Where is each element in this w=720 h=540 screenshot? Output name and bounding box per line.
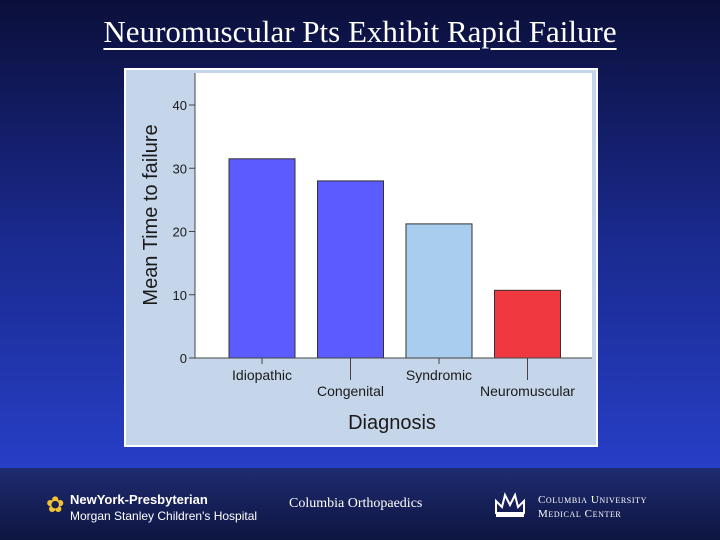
cumc-logo: Columbia University Medical Center	[538, 493, 647, 521]
y-tick-label: 10	[173, 288, 187, 303]
columbia-orthopaedics-label: Columbia Orthopaedics	[289, 496, 423, 511]
y-tick-label: 0	[180, 351, 187, 366]
y-axis-label: Mean Time to failure	[140, 124, 162, 305]
bar-congenital	[317, 180, 384, 359]
y-tick-label: 20	[173, 225, 187, 240]
crown-icon	[495, 492, 525, 517]
x-tick-label-idiopathic: Idiopathic	[232, 367, 292, 383]
bar-neuromuscular	[494, 289, 561, 359]
bar-syndromic	[405, 223, 473, 359]
nyp-logo: ✿ NewYork-Presbyterian Morgan Stanley Ch…	[46, 492, 276, 532]
chart-canvas: 0 10 20 30 40 Idiopathic Congenital Syndromic N…	[140, 73, 592, 434]
slide-title-text: Neuromuscular Pts Exhibit Rapid Failure	[103, 14, 617, 49]
x-axis-label: Diagnosis	[348, 412, 436, 434]
x-tick-label-congenital: Congenital	[317, 383, 384, 399]
bar-idiopathic	[228, 158, 296, 359]
slide-title: Neuromuscular Pts Exhibit Rapid Failure	[0, 14, 720, 50]
y-tick-label: 40	[173, 98, 187, 113]
bar-chart: 0 10 20 30 40 Idiopathic Congenital Syndromic N…	[124, 68, 598, 447]
x-tick-label-syndromic: Syndromic	[406, 367, 472, 383]
nyp-hospital: Morgan Stanley Children's Hospital	[70, 509, 258, 523]
nyp-name: NewYork-Presbyterian	[70, 492, 208, 507]
x-tick-label-neuromuscular: Neuromuscular	[480, 383, 575, 399]
cumc-line1: Columbia University	[538, 494, 647, 506]
flower-icon: ✿	[46, 492, 65, 517]
footer-bar	[0, 468, 720, 540]
cumc-line2: Medical Center	[538, 508, 622, 520]
y-tick-label: 30	[173, 161, 187, 176]
